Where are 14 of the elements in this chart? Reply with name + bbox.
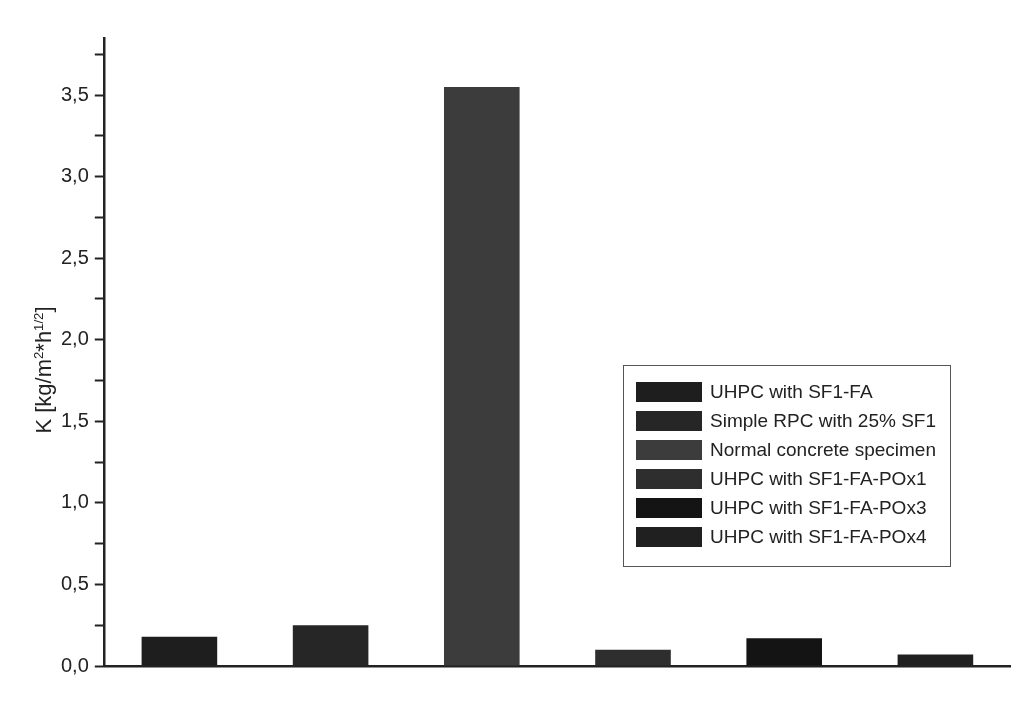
y-tick-label: 3,5: [60, 82, 89, 105]
legend-label: UHPC with SF1-FA-POx4: [710, 526, 927, 549]
legend-label: Normal concrete specimen: [710, 439, 936, 462]
y-tick-label: 0,0: [60, 653, 89, 676]
y-tick-label: 2,5: [60, 245, 89, 268]
y-tick-label: 3,0: [60, 164, 89, 187]
legend-label: UHPC with SF1-FA-POx1: [710, 468, 927, 491]
y-tick-label: 1,5: [60, 408, 89, 431]
legend-label: Simple RPC with 25% SF1: [710, 410, 936, 433]
y-tick-label: 2,0: [60, 327, 89, 350]
legend-label: UHPC with SF1-FA: [710, 381, 873, 404]
legend-label: UHPC with SF1-FA-POx3: [710, 497, 927, 520]
y-tick-label: 1,0: [60, 490, 89, 513]
y-tick-label: 0,5: [60, 571, 89, 594]
